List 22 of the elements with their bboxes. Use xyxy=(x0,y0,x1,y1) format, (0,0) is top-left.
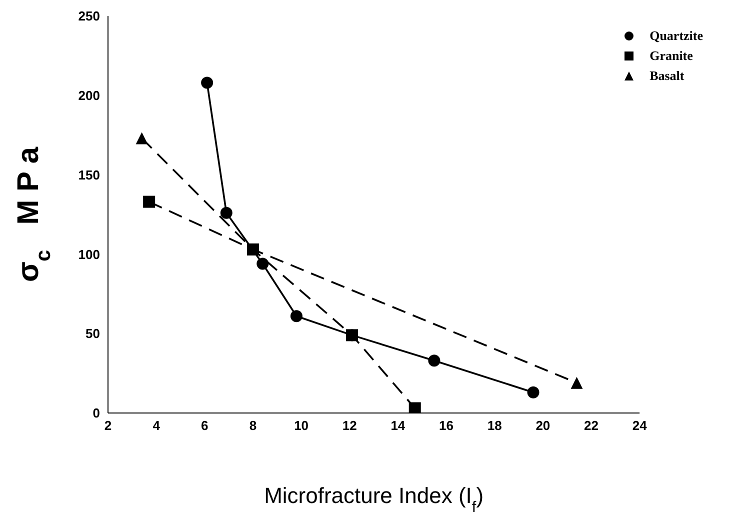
x-axis-title: Microfracture Index (I$_{f}$) xyxy=(264,483,484,516)
x-tick-label: 10 xyxy=(294,418,309,434)
legend-label: Quartzite xyxy=(650,28,703,44)
y-tick-label: 100 xyxy=(78,246,100,262)
y-tick-label: 150 xyxy=(78,167,100,182)
y-tick-label: 250 xyxy=(78,8,100,24)
x-tick-label: 12 xyxy=(342,418,357,434)
x-tick-label: 18 xyxy=(487,418,502,434)
y-tick-label: 200 xyxy=(78,88,100,104)
legend-label: Basalt xyxy=(650,68,684,84)
x-tick-label: 8 xyxy=(249,418,257,434)
x-tick-label: 2 xyxy=(104,418,112,434)
x-tick-label: 16 xyxy=(439,418,454,434)
x-tick-label: 22 xyxy=(584,418,598,434)
x-tick-label: 20 xyxy=(536,418,550,434)
x-tick-label: 14 xyxy=(390,418,406,434)
legend-label: Granite xyxy=(650,48,693,64)
y-tick-label: 50 xyxy=(86,326,100,342)
y-tick-label: 0 xyxy=(92,406,100,421)
x-tick-label: 24 xyxy=(632,418,648,434)
x-tick-label: 4 xyxy=(152,418,161,434)
x-tick-label: 6 xyxy=(201,418,208,434)
